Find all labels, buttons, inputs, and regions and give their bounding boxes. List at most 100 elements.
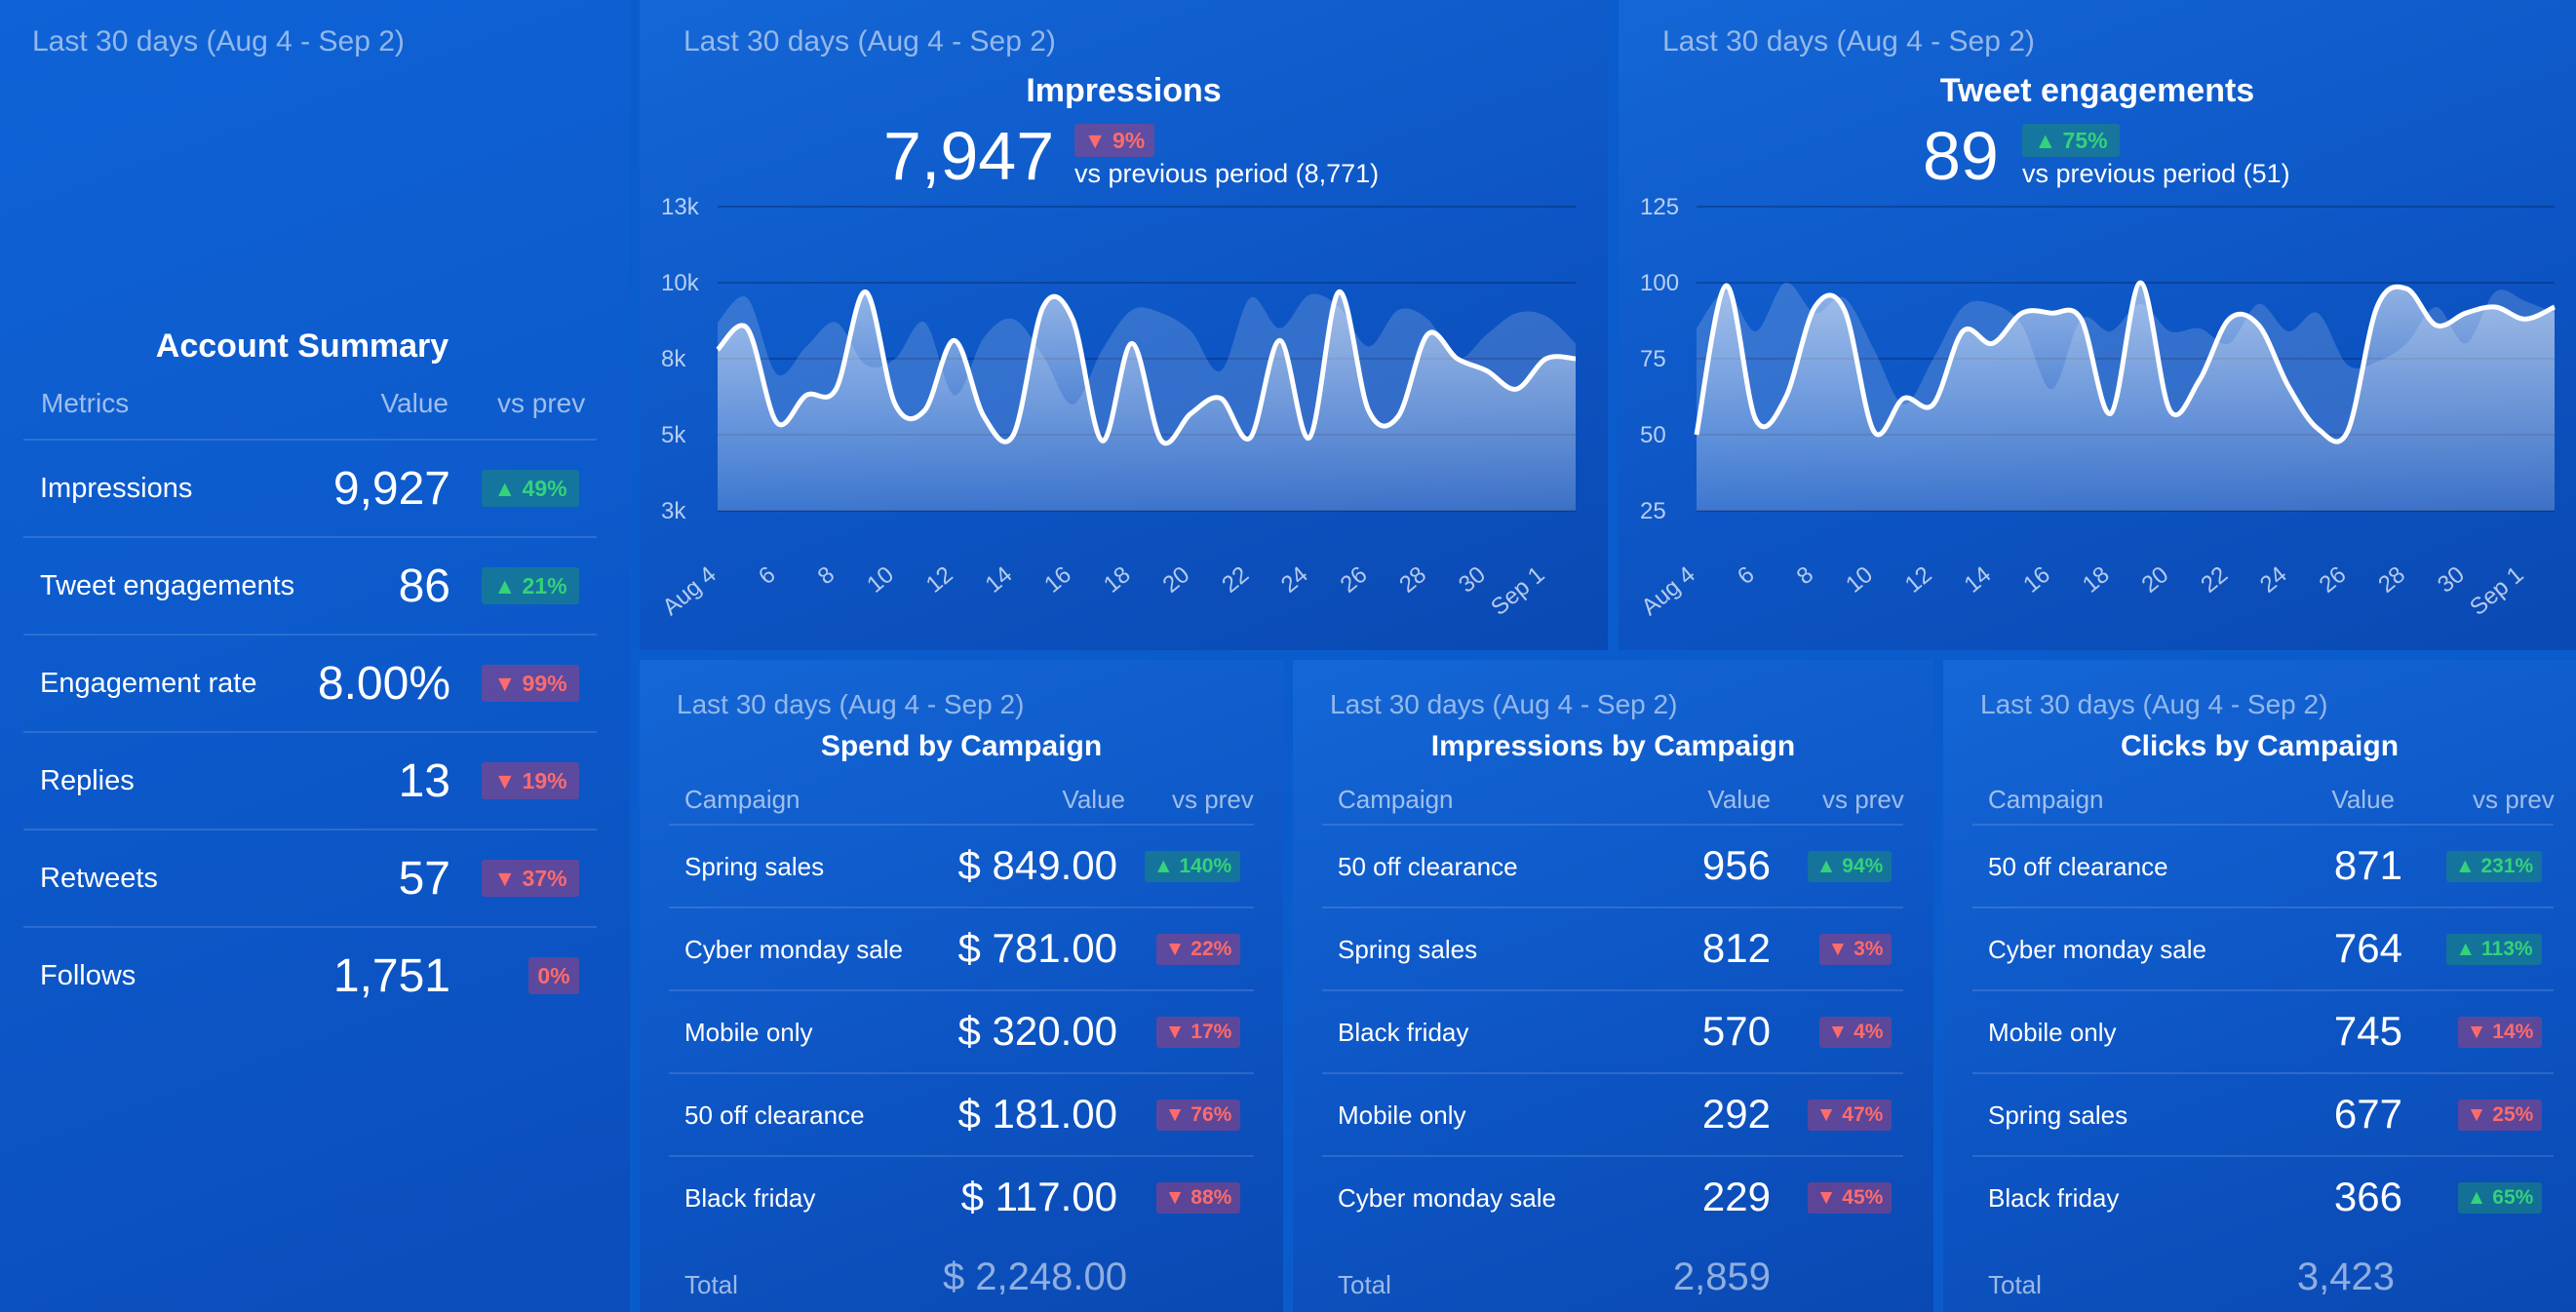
x-tick-label: Sep 1 bbox=[1486, 561, 1549, 621]
campaign-row: Black friday 570 ▼ 4% bbox=[1322, 989, 1903, 1074]
campaign-name: 50 off clearance bbox=[1988, 852, 2168, 881]
y-tick-label: 13k bbox=[661, 194, 700, 220]
change-badge: 0% bbox=[528, 957, 579, 994]
vs-prev-column-header: vs prev bbox=[1822, 785, 1904, 814]
y-tick-label: 3k bbox=[661, 498, 686, 524]
change-badge: ▼ 99% bbox=[482, 665, 579, 702]
x-tick-label: 14 bbox=[980, 561, 1017, 598]
vs-previous-text: vs previous period (51) bbox=[2022, 159, 2290, 188]
date-range-label: Last 30 days (Aug 4 - Sep 2) bbox=[1662, 25, 2035, 58]
change-badge: ▲ 94% bbox=[1808, 851, 1892, 882]
total-label: Total bbox=[1988, 1270, 2042, 1299]
x-tick-label: Aug 4 bbox=[1636, 561, 1699, 621]
change-badge: ▲ 49% bbox=[482, 470, 579, 507]
date-range-label: Last 30 days (Aug 4 - Sep 2) bbox=[32, 25, 405, 58]
campaign-name: Cyber monday sale bbox=[1338, 1183, 1556, 1213]
campaign-value: 956 bbox=[1701, 842, 1771, 888]
campaign-row: Mobile only 292 ▼ 47% bbox=[1322, 1072, 1903, 1157]
y-tick-label: 75 bbox=[1640, 346, 1666, 372]
change-badge: ▲ 231% bbox=[2446, 851, 2542, 882]
x-tick-label: 18 bbox=[2078, 561, 2115, 598]
campaign-value: $ 117.00 bbox=[960, 1174, 1117, 1219]
total-value: 2,859 bbox=[1672, 1255, 1771, 1298]
current-period-line bbox=[716, 289, 1577, 446]
metric-label: Tweet engagements bbox=[40, 570, 295, 601]
x-tick-label: 14 bbox=[1959, 561, 1996, 598]
x-tick-label: 22 bbox=[1217, 561, 1254, 598]
account-summary-panel: Last 30 days (Aug 4 - Sep 2) Account Sum… bbox=[0, 0, 630, 1312]
y-tick-label: 50 bbox=[1640, 422, 1666, 448]
impressions-chart-panel: Last 30 days (Aug 4 - Sep 2) Impressions… bbox=[640, 0, 1608, 650]
x-tick-label: 26 bbox=[2315, 561, 2352, 598]
campaign-column-header: Campaign bbox=[1988, 785, 2104, 814]
x-tick-label: 24 bbox=[1276, 561, 1313, 598]
change-badge: ▼ 19% bbox=[482, 762, 579, 799]
campaign-value: 871 bbox=[2333, 842, 2402, 888]
campaign-row: Cyber monday sale 229 ▼ 45% bbox=[1322, 1155, 1903, 1240]
change-badge: ▼ 3% bbox=[1819, 934, 1892, 965]
panel-title: Spend by Campaign bbox=[820, 730, 1103, 762]
campaign-value: $ 849.00 bbox=[957, 842, 1118, 888]
campaign-column-header: Campaign bbox=[1338, 785, 1454, 814]
x-tick-label: 10 bbox=[862, 561, 899, 598]
campaign-row: Spring sales 677 ▼ 25% bbox=[1972, 1072, 2554, 1157]
metric-value: 9,927 bbox=[332, 463, 450, 515]
panel-title: Impressions bbox=[1026, 72, 1222, 109]
metric-label: Engagement rate bbox=[40, 668, 257, 699]
clicks-by-campaign-panel: Last 30 days (Aug 4 - Sep 2) Clicks by C… bbox=[1943, 660, 2576, 1312]
change-badge: ▼ 37% bbox=[482, 860, 579, 897]
change-badge: ▲ 75% bbox=[2022, 124, 2120, 157]
change-badge: ▼ 45% bbox=[1808, 1182, 1892, 1214]
campaign-name: Mobile only bbox=[684, 1018, 813, 1047]
campaign-row: Spring sales $ 849.00 ▲ 140% bbox=[669, 824, 1254, 908]
change-badge: ▲ 21% bbox=[482, 567, 579, 604]
panel-title: Clicks by Campaign bbox=[2120, 730, 2400, 762]
campaign-value: $ 781.00 bbox=[957, 925, 1118, 971]
impressions-area-chart: 3k 5k 8k 10k 13k Aug 4 6 8 10 12 14 16 18 20 22 24 26 28 3… bbox=[657, 194, 1577, 621]
metric-value: 57 bbox=[398, 853, 450, 905]
campaign-value: 745 bbox=[2333, 1008, 2402, 1054]
metric-value: 1,751 bbox=[332, 950, 450, 1002]
campaign-row: Black friday $ 117.00 ▼ 88% bbox=[669, 1155, 1254, 1240]
campaign-column-header: Campaign bbox=[684, 785, 800, 814]
campaign-name: Spring sales bbox=[684, 852, 825, 881]
date-range-label: Last 30 days (Aug 4 - Sep 2) bbox=[677, 689, 1025, 719]
campaign-name: Mobile only bbox=[1988, 1018, 2117, 1047]
campaign-name: 50 off clearance bbox=[1338, 852, 1518, 881]
x-tick-label: 28 bbox=[1394, 561, 1431, 598]
campaign-row: Black friday 366 ▲ 65% bbox=[1972, 1155, 2554, 1240]
x-tick-label: 22 bbox=[2196, 561, 2233, 598]
metric-value: 86 bbox=[398, 560, 450, 612]
date-range-label: Last 30 days (Aug 4 - Sep 2) bbox=[1330, 689, 1678, 719]
vs-prev-column-header: vs prev bbox=[2473, 785, 2555, 814]
value-column-header: Value bbox=[380, 388, 449, 418]
campaign-name: Spring sales bbox=[1338, 935, 1478, 964]
panel-title: Tweet engagements bbox=[1939, 72, 2255, 109]
x-tick-label: 30 bbox=[2433, 561, 2470, 598]
x-tick-label: 12 bbox=[1900, 561, 1937, 598]
change-badge: ▼ 4% bbox=[1819, 1017, 1892, 1048]
metrics-column-header: Metrics bbox=[41, 388, 130, 418]
summary-row: Tweet engagements 86 ▲ 21% bbox=[23, 536, 597, 636]
y-tick-label: 25 bbox=[1640, 498, 1666, 524]
date-range-label: Last 30 days (Aug 4 - Sep 2) bbox=[1980, 689, 2328, 719]
summary-row: Replies 13 ▼ 19% bbox=[23, 731, 597, 830]
campaign-name: Cyber monday sale bbox=[684, 935, 903, 964]
x-tick-label: 16 bbox=[1039, 561, 1076, 598]
panel-title: Account Summary bbox=[155, 328, 449, 365]
total-label: Total bbox=[684, 1270, 738, 1299]
x-tick-label: 12 bbox=[921, 561, 958, 598]
campaign-name: Spring sales bbox=[1988, 1100, 2128, 1130]
campaign-value: 292 bbox=[1701, 1091, 1771, 1137]
campaign-name: Black friday bbox=[1988, 1183, 2120, 1213]
campaign-value: $ 320.00 bbox=[957, 1008, 1118, 1054]
campaign-value: 764 bbox=[2333, 925, 2402, 971]
metric-value: 13 bbox=[398, 755, 450, 807]
value-column-header: Value bbox=[1062, 785, 1125, 814]
campaign-value: 812 bbox=[1701, 925, 1771, 971]
change-badge: ▲ 113% bbox=[2446, 934, 2542, 965]
spend-by-campaign-panel: Last 30 days (Aug 4 - Sep 2) Spend by Ca… bbox=[640, 660, 1283, 1312]
campaign-row: Mobile only $ 320.00 ▼ 17% bbox=[669, 989, 1254, 1074]
impressions-big-value: 7,947 bbox=[883, 118, 1055, 194]
summary-row: Engagement rate 8.00% ▼ 99% bbox=[23, 634, 597, 733]
